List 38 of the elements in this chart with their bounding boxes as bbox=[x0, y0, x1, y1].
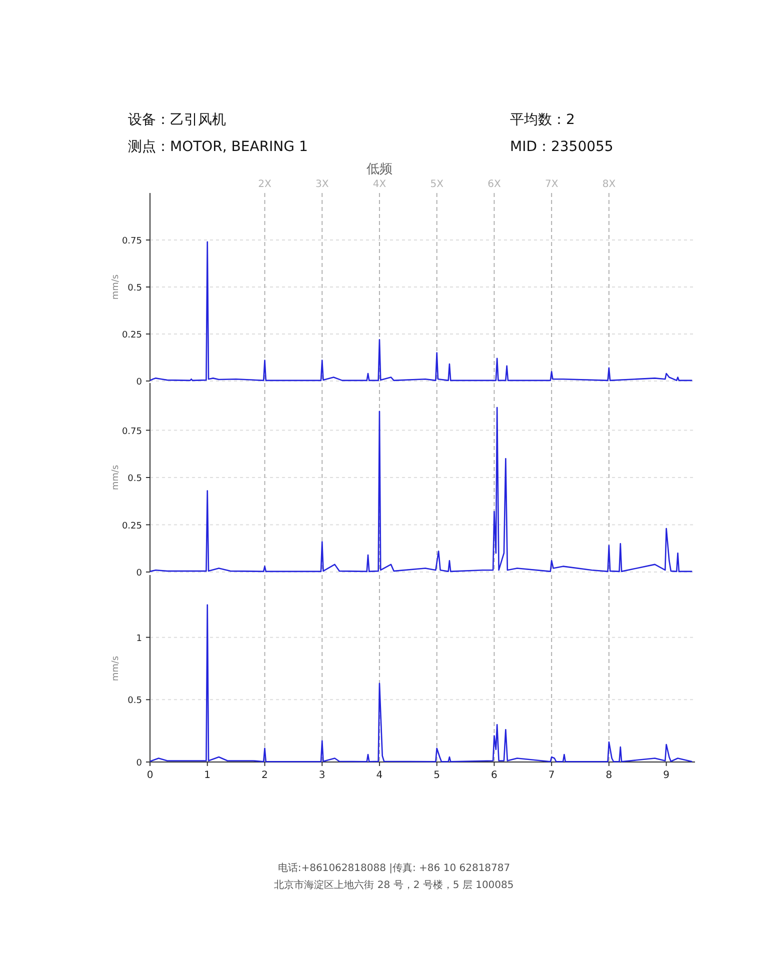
x-tick-label: 3 bbox=[318, 770, 326, 781]
x-tick-label: 2 bbox=[262, 770, 268, 781]
x-tick-label: 0 bbox=[146, 770, 154, 781]
x-tick-label: 6 bbox=[491, 770, 498, 781]
chart-title: 低频 bbox=[366, 162, 392, 177]
ref-line-label: 8X bbox=[602, 179, 616, 190]
x-tick-label: 8 bbox=[606, 770, 612, 781]
x-tick-label: 1 bbox=[204, 770, 211, 781]
x-tick-label: 4 bbox=[376, 770, 383, 781]
y-axis-title: mm/s bbox=[111, 656, 121, 682]
y-tick-label: 0.25 bbox=[122, 521, 142, 532]
ref-line-label: 4X bbox=[372, 179, 386, 190]
y-tick-label: 0.5 bbox=[128, 474, 142, 484]
x-tick-label: 5 bbox=[434, 770, 440, 781]
y-axis-title: mm/s bbox=[111, 274, 121, 300]
y-tick-label: 0 bbox=[136, 758, 142, 768]
text: 测点：MOTOR, BEARING 1 bbox=[128, 139, 308, 155]
text: 平均数：2 bbox=[510, 112, 575, 128]
y-tick-label: 0.25 bbox=[122, 330, 142, 340]
text: 电话:+861062818088 |传真: +86 10 62818787 bbox=[278, 862, 510, 874]
y-tick-label: 0 bbox=[136, 568, 142, 578]
text: 设备：乙引风机 bbox=[128, 112, 226, 128]
y-tick-label: 0.75 bbox=[122, 426, 142, 437]
y-axis-title: mm/s bbox=[111, 464, 121, 490]
y-tick-label: 0.5 bbox=[128, 696, 142, 706]
x-tick-label: 9 bbox=[663, 770, 670, 781]
text: 北京市海淀区上地六街 28 号，2 号楼，5 层 100085 bbox=[274, 879, 514, 891]
ref-line-label: 5X bbox=[430, 179, 444, 190]
ref-line-label: 7X bbox=[544, 179, 558, 190]
y-tick-label: 0 bbox=[136, 378, 142, 388]
x-tick-label: 7 bbox=[548, 770, 555, 781]
text: MID：2350055 bbox=[510, 139, 614, 155]
ref-line-label: 6X bbox=[488, 179, 501, 190]
y-tick-label: 0.75 bbox=[122, 236, 142, 246]
y-tick-label: 1 bbox=[136, 634, 142, 644]
y-tick-label: 0.5 bbox=[128, 284, 142, 294]
ref-line-label: 2X bbox=[258, 179, 272, 190]
ref-line-label: 3X bbox=[315, 179, 329, 190]
